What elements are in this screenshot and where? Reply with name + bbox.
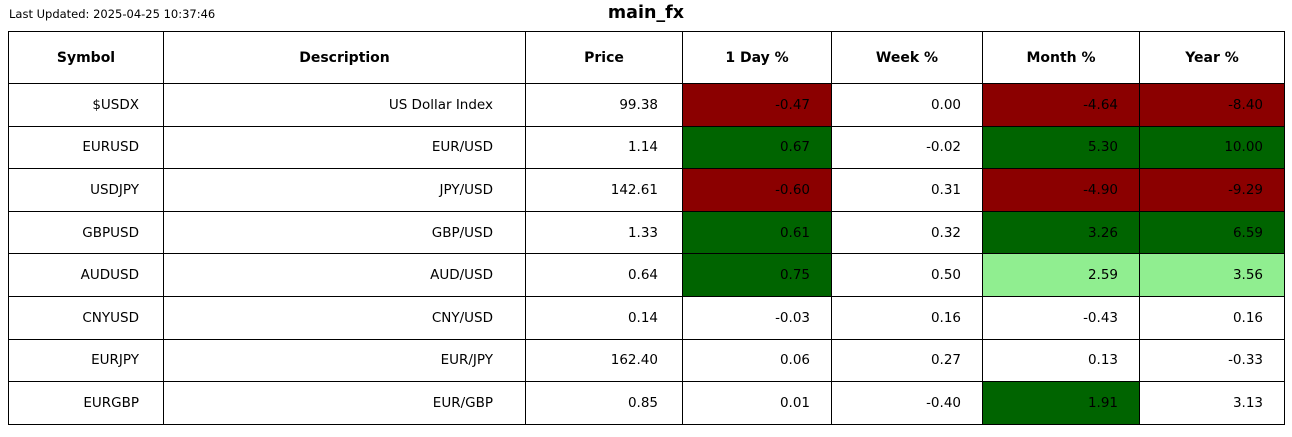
cell-price: 0.14 bbox=[525, 295, 683, 340]
column-header-description: Description bbox=[163, 31, 526, 84]
column-header-symbol: Symbol bbox=[8, 31, 164, 84]
column-header-month-pct: Month % bbox=[982, 31, 1140, 84]
cell-week-pct: 0.31 bbox=[831, 168, 983, 212]
cell-month-pct: -0.43 bbox=[982, 295, 1140, 340]
table-row: GBPUSD GBP/USD 1.33 0.61 0.32 3.26 6.59 bbox=[8, 210, 1285, 255]
cell-1-day-pct: 0.61 bbox=[682, 210, 832, 255]
table-row: EURGBP EUR/GBP 0.85 0.01 -0.40 1.91 3.13 bbox=[8, 381, 1285, 425]
cell-week-pct: 0.32 bbox=[831, 210, 983, 255]
cell-symbol: EURGBP bbox=[8, 381, 164, 425]
cell-week-pct: 0.50 bbox=[831, 253, 983, 297]
cell-symbol: CNYUSD bbox=[8, 295, 164, 340]
cell-1-day-pct: 0.67 bbox=[682, 125, 832, 170]
cell-description: JPY/USD bbox=[163, 168, 526, 212]
cell-description: US Dollar Index bbox=[163, 83, 526, 127]
cell-price: 0.64 bbox=[525, 253, 683, 297]
table-row: $USDX US Dollar Index 99.38 -0.47 0.00 -4.64-… bbox=[8, 83, 1285, 127]
cell-week-pct: 0.16 bbox=[831, 295, 983, 340]
cell-price: 142.61 bbox=[525, 168, 683, 212]
cell-price: 1.33 bbox=[525, 210, 683, 255]
cell-description: EUR/JPY bbox=[163, 338, 526, 383]
cell-year-pct: -9.29 bbox=[1139, 168, 1285, 212]
page-title: main_fx bbox=[607, 3, 685, 23]
cell-description: GBP/USD bbox=[163, 210, 526, 255]
cell-1-day-pct: -0.03 bbox=[682, 295, 832, 340]
cell-month-pct: -4.90 bbox=[982, 168, 1140, 212]
cell-year-pct: 10.00 bbox=[1139, 125, 1285, 170]
cell-price: 162.40 bbox=[525, 338, 683, 383]
cell-year-pct: 0.16 bbox=[1139, 295, 1285, 340]
cell-week-pct: -0.02 bbox=[831, 125, 983, 170]
cell-description: CNY/USD bbox=[163, 295, 526, 340]
cell-1-day-pct: 0.75 bbox=[682, 253, 832, 297]
cell-symbol: AUDUSD bbox=[8, 253, 164, 297]
column-header-week-pct: Week % bbox=[831, 31, 983, 84]
cell-week-pct: -0.40 bbox=[831, 381, 983, 425]
cell-symbol: EURUSD bbox=[8, 125, 164, 170]
cell-week-pct: 0.00 bbox=[831, 83, 983, 127]
cell-price: 0.85 bbox=[525, 381, 683, 425]
cell-month-pct: 5.30 bbox=[982, 125, 1140, 170]
cell-1-day-pct: -0.60 bbox=[682, 168, 832, 212]
table-row: EURJPY EUR/JPY 162.40 0.06 0.27 0.13 -0.33 bbox=[8, 338, 1285, 383]
last-updated-label: Last Updated: 2025-04-25 10:37:46 bbox=[9, 7, 216, 21]
column-header-1-day-pct: 1 Day % bbox=[682, 31, 832, 84]
cell-month-pct: 0.13 bbox=[982, 338, 1140, 383]
table-header: Symbol Description Price 1 Day % Week % … bbox=[8, 31, 1285, 84]
cell-symbol: USDJPY bbox=[8, 168, 164, 212]
cell-month-pct: 3.26 bbox=[982, 210, 1140, 255]
cell-month-pct: 1.91 bbox=[982, 381, 1140, 425]
table-row: EURUSD EUR/USD 1.14 0.67 -0.02 5.30 10.00 bbox=[8, 125, 1285, 170]
header-row: Symbol Description Price 1 Day % Week % … bbox=[8, 31, 1285, 84]
cell-1-day-pct: -0.47 bbox=[682, 83, 832, 127]
cell-description: EUR/USD bbox=[163, 125, 526, 170]
table-row: CNYUSD CNY/USD 0.14 -0.03 0.16 -0.43 0.16 bbox=[8, 295, 1285, 340]
cell-week-pct: 0.27 bbox=[831, 338, 983, 383]
cell-month-pct: 2.59 bbox=[982, 253, 1140, 297]
cell-symbol: $USDX bbox=[8, 83, 164, 127]
cell-year-pct: 3.13 bbox=[1139, 381, 1285, 425]
table-body: $USDX US Dollar Index 99.38 -0.47 0.00 -4.64-… bbox=[8, 83, 1285, 425]
fx-table: Symbol Description Price 1 Day % Week % … bbox=[8, 31, 1285, 425]
table-row: USDJPY JPY/USD 142.61 -0.60 0.31 -4.90 -9.29 bbox=[8, 168, 1285, 212]
column-header-year-pct: Year % bbox=[1139, 31, 1285, 84]
cell-description: AUD/USD bbox=[163, 253, 526, 297]
cell-1-day-pct: 0.06 bbox=[682, 338, 832, 383]
cell-description: EUR/GBP bbox=[163, 381, 526, 425]
cell-symbol: GBPUSD bbox=[8, 210, 164, 255]
cell-price: 99.38 bbox=[525, 83, 683, 127]
figure-header: Last Updated: 2025-04-25 10:37:46 main_f… bbox=[0, 0, 1292, 31]
cell-price: 1.14 bbox=[525, 125, 683, 170]
cell-year-pct: -8.40 bbox=[1139, 83, 1285, 127]
cell-1-day-pct: 0.01 bbox=[682, 381, 832, 425]
cell-year-pct: -0.33 bbox=[1139, 338, 1285, 383]
cell-month-pct: -4.64 bbox=[982, 83, 1140, 127]
cell-year-pct: 3.56 bbox=[1139, 253, 1285, 297]
cell-year-pct: 6.59 bbox=[1139, 210, 1285, 255]
table-row: AUDUSD AUD/USD 0.64 0.75 0.50 2.59 3.56 bbox=[8, 253, 1285, 297]
column-header-price: Price bbox=[525, 31, 683, 84]
cell-symbol: EURJPY bbox=[8, 338, 164, 383]
